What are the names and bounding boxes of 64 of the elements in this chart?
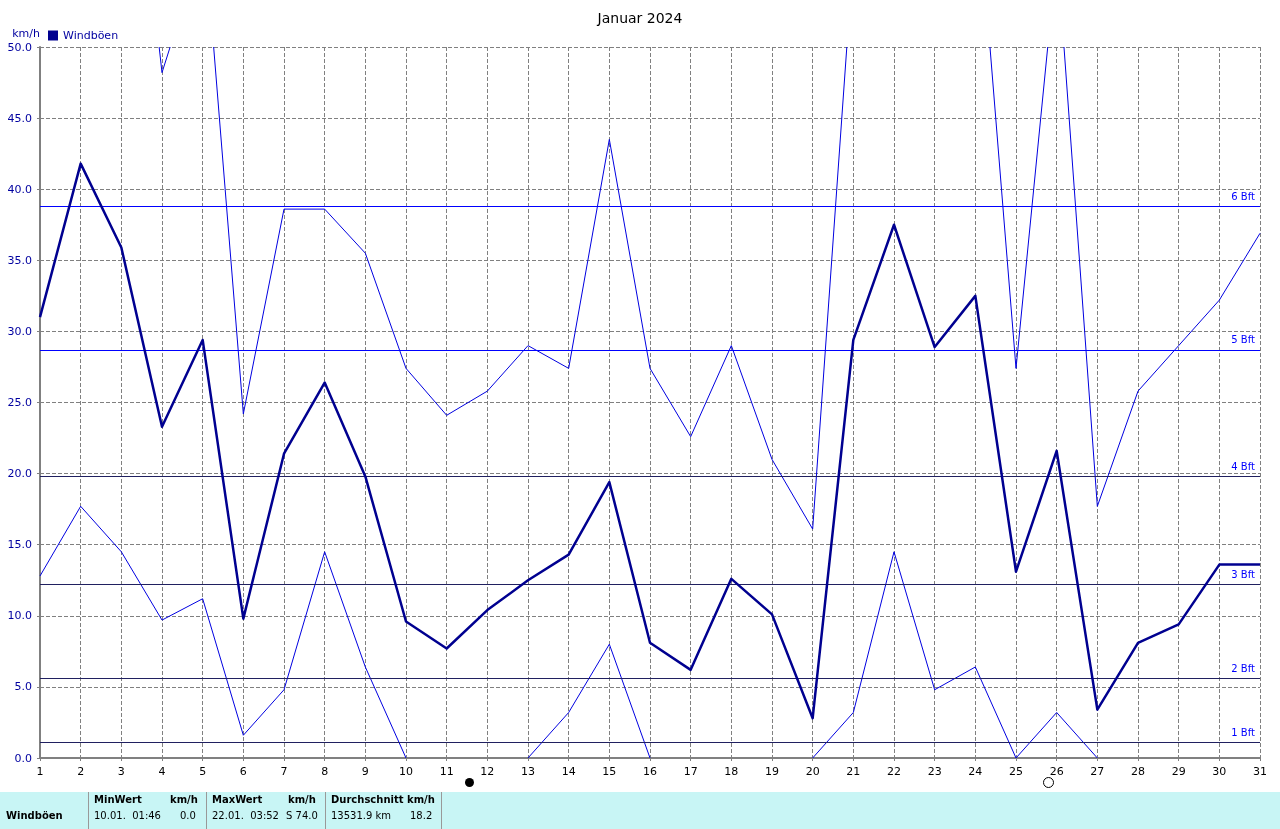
text: Windböen [6, 810, 63, 821]
x-tick-label: 12 [480, 765, 495, 778]
x-tick-label: 5 [199, 765, 207, 778]
y-tick-label: 20.0 [7, 467, 32, 481]
chart-title: Januar 2024 [596, 10, 683, 26]
y-tick-label: 45.0 [7, 111, 32, 125]
x-tick-label: 13 [521, 765, 535, 778]
text: MinWert [94, 794, 142, 805]
y-tick-label: 15.0 [7, 538, 32, 552]
ref-line-label: 1 Bft [1231, 726, 1256, 738]
x-tick-label: 28 [1131, 765, 1145, 778]
x-tick-label: 27 [1090, 765, 1105, 778]
x-tick-label: 25 [1009, 765, 1023, 778]
y-tick-label: 40.0 [7, 182, 32, 196]
text: S 74.0 [286, 810, 318, 821]
x-tick-label: 24 [968, 765, 983, 778]
x-tick-label: 23 [927, 765, 942, 778]
y-axis-title: km/h [12, 27, 41, 40]
ref-line-label: 3 Bft [1231, 569, 1256, 581]
text: 10.01. 01:46 [94, 810, 161, 821]
legend-label: Windböen [63, 29, 119, 42]
x-tick-label: 1 [36, 765, 44, 778]
ref-line-label: 5 Bft [1231, 334, 1256, 346]
y-tick-label: 50.0 [7, 40, 32, 54]
ref-line-label: 2 Bft [1231, 662, 1256, 674]
x-tick-label: 7 [280, 765, 288, 778]
text: MaxWert [212, 794, 263, 805]
y-tick-label: 35.0 [7, 253, 32, 267]
y-tick-label: 30.0 [7, 324, 32, 338]
text: 18.2 [410, 810, 433, 821]
y-tick-label: 10.0 [7, 609, 32, 623]
x-tick-label: 3 [117, 765, 125, 778]
text: 22.01. 03:52 [212, 810, 279, 821]
x-tick-label: 18 [724, 765, 739, 778]
x-tick-label: 20 [805, 765, 820, 778]
x-tick-label: 19 [765, 765, 779, 778]
x-tick-label: 31 [1253, 765, 1267, 778]
x-tick-label: 2 [77, 765, 85, 778]
x-tick-label: 9 [361, 765, 369, 778]
x-tick-label: 29 [1171, 765, 1186, 778]
y-tick-label: 25.0 [7, 396, 32, 409]
x-tick-label: 6 [239, 765, 247, 778]
x-tick-label: 26 [1049, 765, 1064, 778]
x-tick-label: 10 [399, 765, 413, 778]
text: Durchschnitt km/h [331, 794, 435, 805]
y-tick-label: 0.0 [14, 751, 32, 765]
text: km/h [170, 794, 198, 805]
x-tick-label: 15 [602, 765, 617, 778]
text: 0.0 [180, 810, 196, 821]
x-tick-label: 22 [887, 765, 901, 778]
x-tick-label: 11 [439, 765, 454, 778]
ref-line-label: 6 Bft [1231, 190, 1256, 202]
x-tick-label: 17 [683, 765, 698, 778]
x-tick-label: 21 [846, 765, 861, 778]
text: km/h [288, 794, 316, 805]
ref-line-label: 4 Bft [1231, 460, 1256, 472]
x-tick-label: 30 [1212, 765, 1227, 778]
text: 13531.9 km [331, 810, 392, 821]
x-tick-label: 4 [158, 765, 166, 778]
x-tick-label: 8 [321, 765, 329, 778]
y-tick-label: 5.0 [14, 680, 32, 694]
x-tick-label: 14 [561, 765, 576, 778]
x-tick-label: 16 [643, 765, 657, 778]
line-series [38, 162, 1262, 720]
